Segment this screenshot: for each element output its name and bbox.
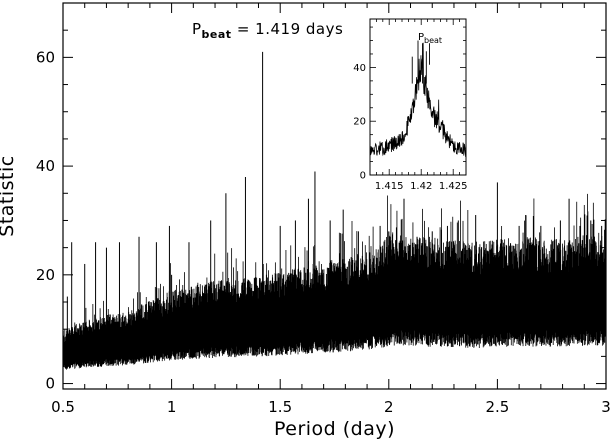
inset-x-tick-label-2: 1.425: [439, 181, 468, 192]
y-tick-label-0: 0: [45, 375, 55, 393]
inset-beat-annotation: Pbeat: [418, 32, 442, 45]
y-tick-label-1: 20: [36, 266, 55, 284]
inset-beat-annotation-p: P: [418, 32, 424, 43]
y-tick-label-2: 40: [36, 157, 55, 175]
x-tick-label-5: 3: [601, 398, 610, 416]
x-tick-label-4: 2.5: [485, 398, 509, 416]
beat-annotation-sub: beat: [202, 28, 232, 41]
y-axis-label: Statistic: [0, 155, 18, 236]
beat-annotation: Pbeat = 1.419 days: [192, 20, 343, 41]
inset-x-tick-label-1: 1.42: [410, 181, 432, 192]
periodogram-trace: [62, 193, 607, 370]
x-axis-label: Period (day): [274, 418, 395, 439]
inset-y-tick-label-1: 20: [353, 117, 366, 128]
beat-annotation-p: P: [192, 20, 202, 38]
inset-y-tick-label-0: 0: [360, 171, 366, 182]
x-tick-label-2: 1.5: [268, 398, 292, 416]
y-tick-label-3: 60: [36, 48, 55, 66]
beat-annotation-value: = 1.419 days: [232, 20, 344, 38]
inset-x-tick-label-0: 1.415: [375, 181, 404, 192]
inset-y-tick-label-2: 40: [353, 63, 366, 74]
plot-frame: [62, 2, 607, 390]
inset-frame: [369, 18, 467, 176]
inset-beat-annotation-sub: beat: [424, 36, 442, 45]
x-tick-label-3: 2: [384, 398, 394, 416]
inset-plot: 1.415 1.42 1.425 0 20 40 Pbeat: [353, 18, 468, 192]
x-tick-label-0: 0.5: [51, 398, 75, 416]
x-tick-label-1: 1: [167, 398, 177, 416]
